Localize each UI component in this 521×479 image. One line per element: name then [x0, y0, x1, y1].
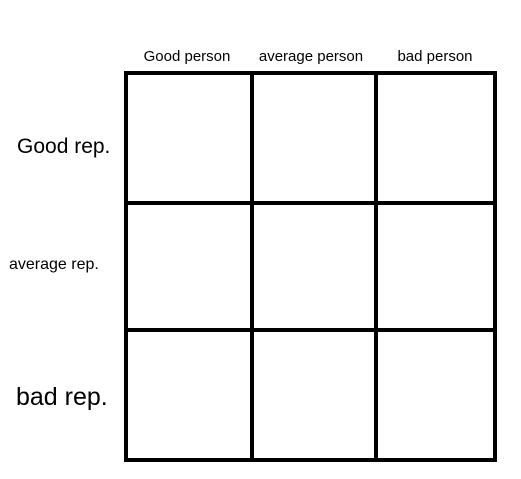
column-header-bad-person: bad person	[397, 48, 473, 65]
column-header-average-person: average person	[258, 48, 364, 65]
column-header-good-person: Good person	[143, 48, 231, 65]
cell-average-rep-bad-person	[374, 201, 493, 328]
cell-good-rep-good-person	[128, 75, 250, 201]
cell-bad-rep-good-person	[128, 328, 250, 458]
cell-bad-rep-bad-person	[374, 328, 493, 458]
cell-bad-rep-average-person	[250, 328, 374, 458]
cell-average-rep-average-person	[250, 201, 374, 328]
cell-good-rep-average-person	[250, 75, 374, 201]
row-header-good-rep: Good rep.	[17, 135, 111, 158]
row-header-average-rep: average rep.	[9, 256, 99, 273]
cell-good-rep-bad-person	[374, 75, 493, 201]
cell-average-rep-good-person	[128, 201, 250, 328]
row-header-bad-rep: bad rep.	[16, 383, 108, 411]
chart-grid	[124, 71, 497, 462]
